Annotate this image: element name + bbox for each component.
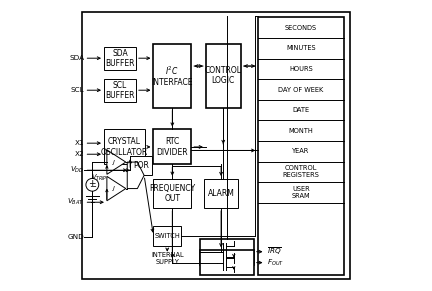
Text: SCL: SCL: [71, 87, 85, 93]
Text: $\overline{IRQ}$: $\overline{IRQ}$: [267, 246, 282, 257]
Bar: [104, 47, 136, 70]
Text: SDA
BUFFER: SDA BUFFER: [105, 49, 135, 68]
Text: SDA: SDA: [70, 55, 85, 61]
Bar: [130, 156, 152, 175]
Bar: [153, 44, 191, 108]
Polygon shape: [107, 176, 126, 201]
Bar: [200, 239, 254, 265]
Text: SWITCH: SWITCH: [154, 233, 180, 239]
Text: $\it{J\!J}$: $\it{J\!J}$: [111, 158, 116, 166]
Text: GND: GND: [68, 234, 85, 240]
Text: $V_{TRIP}$: $V_{TRIP}$: [92, 173, 108, 183]
Text: $V_{DD}$: $V_{DD}$: [70, 165, 85, 175]
Text: FREQUENCY
OUT: FREQUENCY OUT: [149, 184, 195, 203]
Text: YEAR: YEAR: [292, 148, 310, 155]
Text: CRYSTAL
OSCILLATOR: CRYSTAL OSCILLATOR: [101, 137, 148, 157]
Text: INTERNAL
SUPPLY: INTERNAL SUPPLY: [151, 253, 184, 265]
Bar: [204, 179, 238, 208]
Bar: [104, 129, 145, 164]
Text: USER
SRAM: USER SRAM: [292, 186, 311, 199]
Polygon shape: [127, 162, 144, 189]
Bar: [206, 44, 241, 108]
Text: X2: X2: [75, 151, 85, 157]
Text: SCL
BUFFER: SCL BUFFER: [105, 81, 135, 100]
Text: X1: X1: [75, 140, 85, 146]
Circle shape: [86, 178, 99, 191]
Text: MINUTES: MINUTES: [286, 45, 316, 52]
Bar: [153, 226, 181, 246]
Text: MONTH: MONTH: [289, 128, 314, 134]
Text: ALARM: ALARM: [208, 189, 235, 198]
Text: DATE: DATE: [292, 107, 310, 113]
Bar: [200, 250, 254, 275]
Text: $\it{J\!J}$: $\it{J\!J}$: [111, 184, 116, 193]
Text: $V_{BAT}$: $V_{BAT}$: [67, 197, 85, 207]
Text: DAY OF WEEK: DAY OF WEEK: [279, 86, 324, 93]
Bar: [153, 129, 191, 164]
Text: POR: POR: [133, 161, 149, 170]
Text: RTC
DIVIDER: RTC DIVIDER: [156, 137, 188, 157]
Text: CONTROL
LOGIC: CONTROL LOGIC: [205, 66, 242, 85]
Text: HOURS: HOURS: [289, 66, 313, 72]
Text: +: +: [89, 179, 96, 188]
Text: $I^2C$
INTERFACE: $I^2C$ INTERFACE: [152, 64, 193, 87]
Text: SECONDS: SECONDS: [285, 25, 317, 31]
Bar: [258, 17, 344, 275]
Text: −: −: [89, 182, 96, 191]
Bar: [104, 79, 136, 102]
Polygon shape: [107, 150, 126, 174]
Text: CONTROL
REGISTERS: CONTROL REGISTERS: [283, 166, 320, 178]
Bar: [153, 179, 191, 208]
Text: $F_{OUT}$: $F_{OUT}$: [267, 258, 284, 268]
